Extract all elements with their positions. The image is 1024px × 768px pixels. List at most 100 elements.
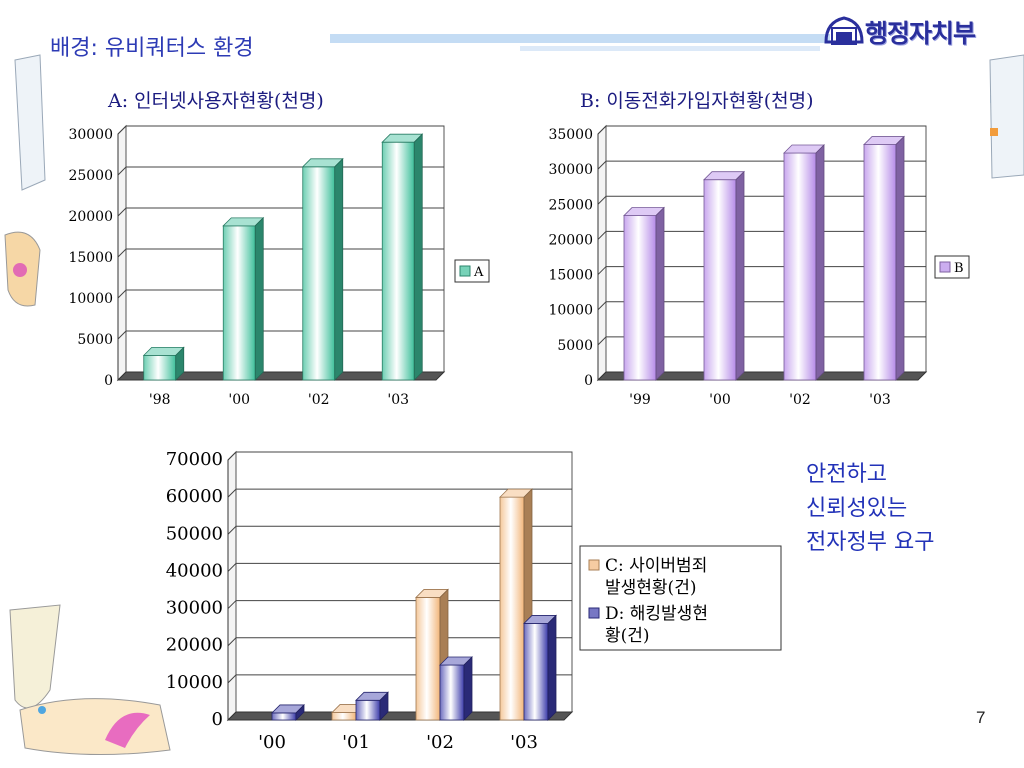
gridline xyxy=(117,125,444,135)
bar-D-0 xyxy=(271,703,305,721)
x-tick-label: '02 xyxy=(308,392,330,408)
callout-line-2: 신뢰성있는 xyxy=(806,496,908,521)
y-tick-label: 15000 xyxy=(548,268,593,284)
legend-box xyxy=(579,545,782,651)
decor-orange-square xyxy=(990,128,998,136)
bar-A-1 xyxy=(222,216,265,381)
ministry-name: 행정자치부 xyxy=(865,19,976,48)
y-tick-label: 5000 xyxy=(77,332,113,348)
gridline xyxy=(227,451,572,461)
y-tick-label: 30000 xyxy=(68,127,113,143)
gridline xyxy=(227,488,572,498)
legend-label-c-line2: 발생현황(건) xyxy=(605,578,696,598)
x-tick-label: '03 xyxy=(387,392,409,408)
y-tick-label: 40000 xyxy=(166,560,223,581)
y-tick-label: 10000 xyxy=(548,303,593,319)
chart-a-title: A: 인터넷사용자현황(천명) xyxy=(108,90,324,112)
bar-front xyxy=(439,664,465,721)
y-tick-label: 10000 xyxy=(68,291,113,307)
bar-side xyxy=(815,144,825,381)
callout-line-1: 안전하고 xyxy=(806,462,887,487)
bar-side xyxy=(295,703,305,721)
bar-A-0 xyxy=(142,346,185,381)
bar-front xyxy=(415,597,441,721)
bar-D-2 xyxy=(439,656,473,721)
decor-dot-left xyxy=(13,263,27,277)
y-tick-label: 15000 xyxy=(68,250,113,266)
bar-front xyxy=(355,699,381,721)
y-tick-label: 70000 xyxy=(166,449,223,470)
y-tick-label: 35000 xyxy=(548,127,593,143)
decor-swirl-bottom xyxy=(19,698,171,756)
y-tick-label: 20000 xyxy=(548,232,593,248)
x-tick-label: '00 xyxy=(709,392,731,408)
bar-front xyxy=(143,354,177,381)
legend-label-a: A xyxy=(473,265,484,280)
bar-B-3 xyxy=(863,135,905,381)
decor-stripe-top xyxy=(330,34,830,43)
legend-swatch xyxy=(939,261,951,273)
y-tick-label: 25000 xyxy=(548,197,593,213)
legend-swatch xyxy=(588,559,600,571)
y-tick-label: 50000 xyxy=(166,523,223,544)
bar-side xyxy=(735,170,745,381)
gridline xyxy=(227,637,572,647)
bar-front xyxy=(499,496,525,721)
y-tick-label: 0 xyxy=(584,373,593,389)
y-tick-label: 20000 xyxy=(166,635,223,656)
plot-side-wall xyxy=(597,124,607,382)
y-tick-label: 5000 xyxy=(557,338,593,354)
y-tick-label: 25000 xyxy=(68,168,113,184)
bar-side xyxy=(379,691,389,721)
bar-B-1 xyxy=(703,170,745,381)
gridline xyxy=(227,600,572,609)
bar-front xyxy=(222,225,256,381)
callout-line-3: 전자정부 요구 xyxy=(806,530,935,555)
chart-b: 0 5000 10000 15000 20000 25000 30000 35000 '99 '0… xyxy=(548,124,970,408)
y-tick-label: 0 xyxy=(104,373,113,389)
ministry-emblem-icon xyxy=(824,16,864,45)
gridline xyxy=(227,562,572,572)
decor-pink-curve xyxy=(105,712,150,748)
bar-front xyxy=(623,215,657,381)
chart-b-title: B: 이동전화가입자현황(천명) xyxy=(580,90,814,112)
callout-text: 안전하고 신뢰성있는 전자정부 요구 xyxy=(806,458,934,560)
bar-side xyxy=(463,656,473,721)
bar-D-3 xyxy=(523,614,557,721)
x-tick-label: '00 xyxy=(258,732,286,753)
chart-cd: 0 10000 20000 30000 40000 50000 60000 70000 '00 '… xyxy=(166,449,782,753)
y-tick-label: 10000 xyxy=(166,672,223,693)
y-tick-label: 30000 xyxy=(166,598,223,619)
page-number: 7 xyxy=(976,708,986,727)
x-tick-label: '02 xyxy=(789,392,811,408)
bar-front xyxy=(271,712,297,721)
x-tick-label: '99 xyxy=(629,392,651,408)
bar-A-3 xyxy=(381,133,424,381)
chart-a: 0 5000 10000 15000 20000 25000 30000 '98 '00 '02 '… xyxy=(68,124,490,408)
gridline xyxy=(227,525,572,535)
x-tick-label: '98 xyxy=(149,392,171,408)
legend-label-d-line2: 황(건) xyxy=(605,626,650,646)
gridline xyxy=(597,125,926,135)
y-tick-label: 20000 xyxy=(68,209,113,225)
bar-side xyxy=(413,133,423,381)
x-tick-label: '03 xyxy=(869,392,891,408)
y-tick-label: 60000 xyxy=(166,486,223,507)
slide-title: 배경: 유비쿼터스 환경 xyxy=(50,36,254,61)
bar-side xyxy=(547,614,557,721)
y-tick-label: 30000 xyxy=(548,162,593,178)
bar-side xyxy=(334,157,344,381)
y-tick-label: 0 xyxy=(212,709,223,730)
bar-side xyxy=(895,135,905,381)
bar-front xyxy=(783,152,817,381)
legend-swatch xyxy=(588,607,600,619)
bar-front xyxy=(863,144,897,381)
decor-swirl-right xyxy=(989,54,1024,179)
bar-front xyxy=(381,141,415,381)
x-tick-label: '01 xyxy=(342,732,370,753)
decor-blue-dot xyxy=(38,706,46,714)
decor-swirl-left-top xyxy=(14,54,46,191)
x-tick-label: '02 xyxy=(426,732,454,753)
bar-A-2 xyxy=(301,157,344,381)
